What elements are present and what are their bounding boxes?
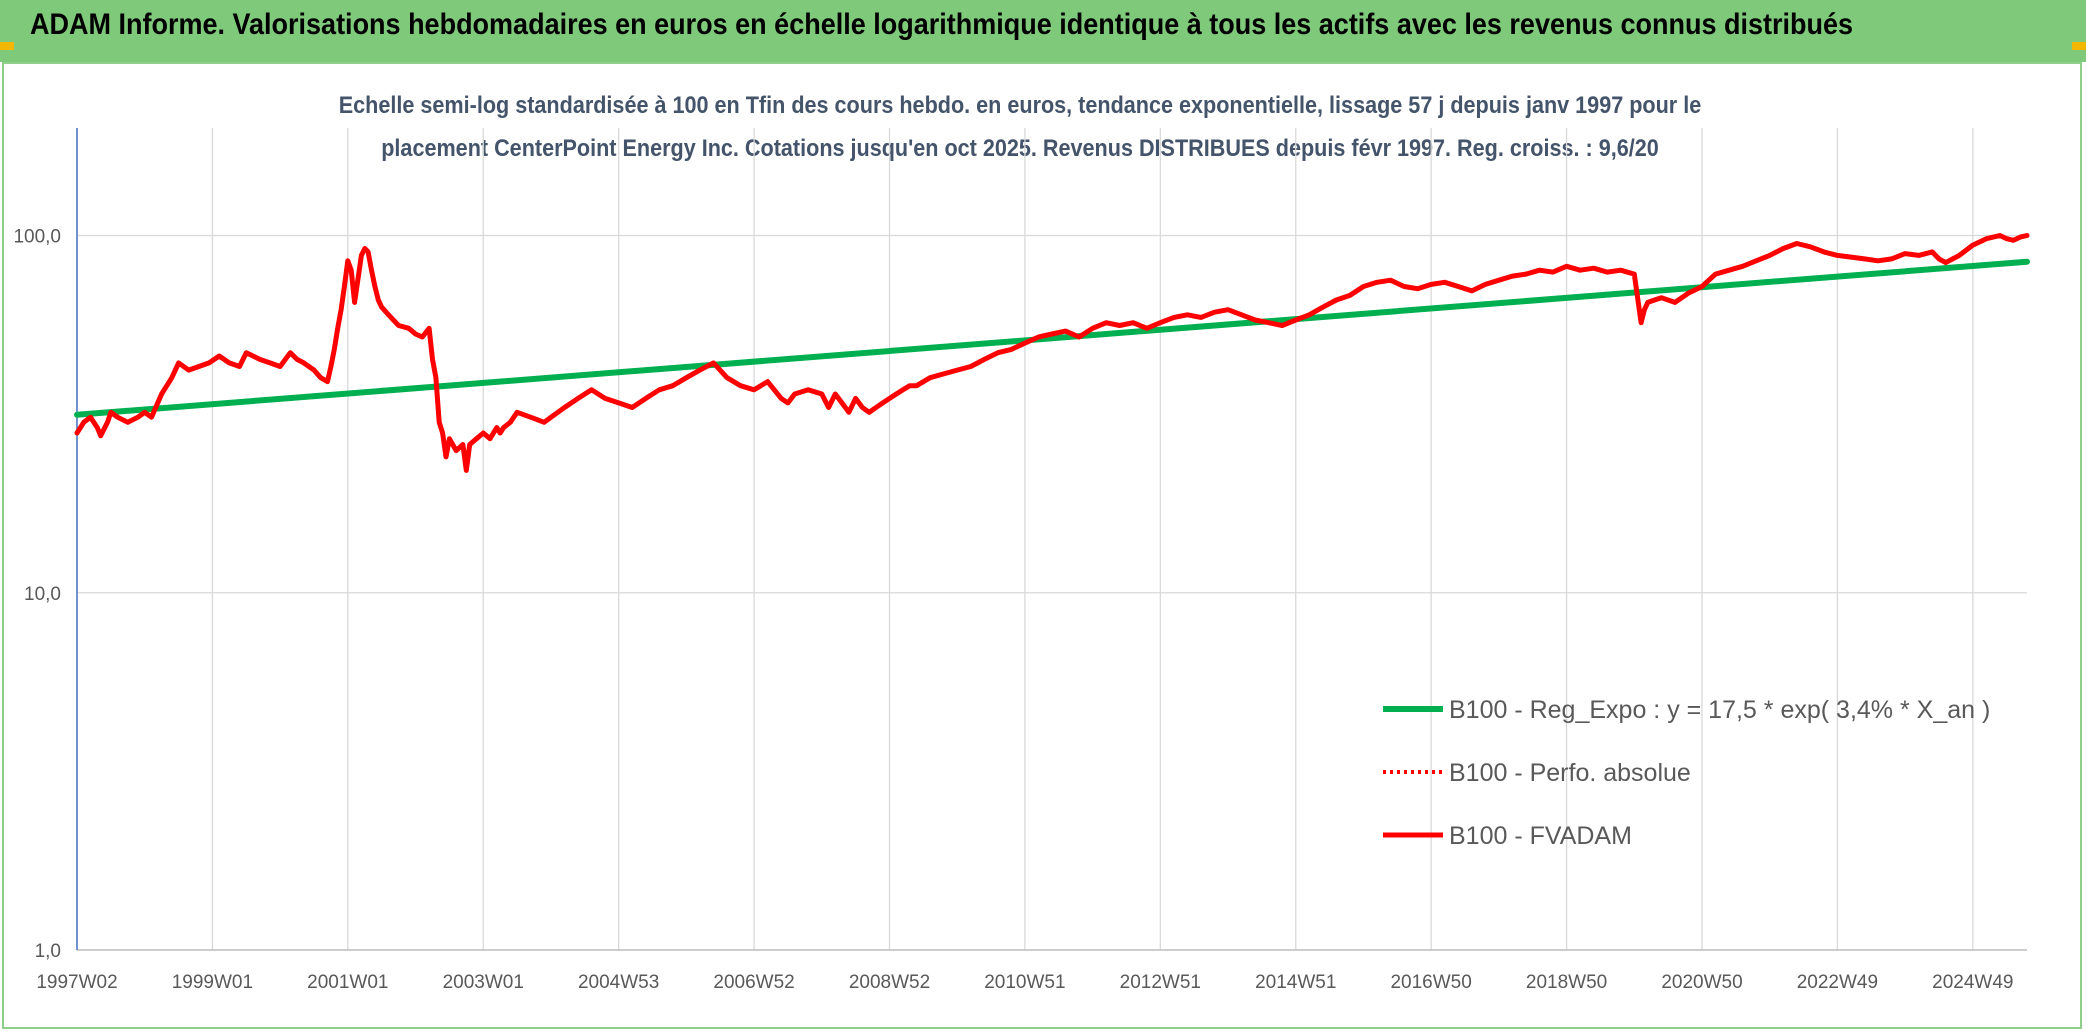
- x-tick-label-9: 2014W51: [1255, 972, 1336, 993]
- legend-label-1: B100 - Perfo. absolue: [1449, 759, 1691, 787]
- x-tick-label-8: 2012W51: [1120, 972, 1201, 993]
- y-tick-label-1: 10,0: [24, 584, 61, 605]
- y-tick-label-0: 1,0: [35, 941, 61, 962]
- x-tick-label-0: 1997W02: [36, 972, 117, 993]
- x-tick-label-11: 2018W50: [1526, 972, 1607, 993]
- header-banner: ADAM Informe. Valorisations hebdomadaire…: [0, 0, 2086, 62]
- x-tick-label-1: 1999W01: [172, 972, 253, 993]
- x-tick-label-13: 2022W49: [1797, 972, 1878, 993]
- legend-label-2: B100 - FVADAM: [1449, 822, 1632, 850]
- series-line-0: [74, 258, 2030, 418]
- x-tick-label-5: 2006W52: [713, 972, 794, 993]
- x-tick-label-2: 2001W01: [307, 972, 388, 993]
- chart-frame: [2, 62, 2082, 1029]
- y-axis-ticks: 1,0 10,0 100,0: [13, 227, 61, 962]
- chart-title-line-2: placement CenterPoint Energy Inc. Cotati…: [381, 135, 1659, 162]
- series-lines: [74, 233, 2030, 473]
- chart-title-line-1: Echelle semi-log standardisée à 100 en T…: [338, 92, 1702, 119]
- legend-label-0: B100 - Reg_Expo : y = 17,5 * exp( 3,4% *…: [1449, 696, 1990, 724]
- corner-mark-right: [2072, 42, 2086, 50]
- page-title: ADAM Informe. Valorisations hebdomadaire…: [30, 8, 1854, 41]
- series-line-2: [74, 233, 2030, 473]
- x-axis-ticks: 1997W02 1999W01 2001W01 2003W01 2004W53 2006W…: [36, 972, 2013, 993]
- x-tick-label-10: 2016W50: [1390, 972, 1471, 993]
- x-tick-label-7: 2010W51: [984, 972, 1065, 993]
- legend: B100 - Reg_Expo : y = 17,5 * exp( 3,4% *…: [1383, 696, 1990, 850]
- x-tick-label-3: 2003W01: [443, 972, 524, 993]
- x-tick-label-12: 2020W50: [1661, 972, 1742, 993]
- x-tick-label-14: 2024W49: [1932, 972, 2013, 993]
- x-tick-label-4: 2004W53: [578, 972, 659, 993]
- corner-mark-left: [0, 42, 14, 50]
- y-tick-label-2: 100,0: [13, 227, 61, 248]
- x-tick-label-6: 2008W52: [849, 972, 930, 993]
- chart-title: Echelle semi-log standardisée à 100 en T…: [282, 84, 1758, 170]
